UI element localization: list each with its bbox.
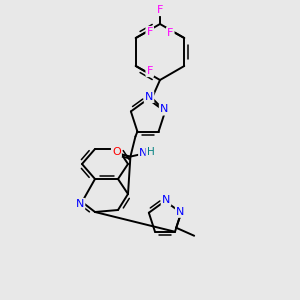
Text: F: F	[157, 5, 163, 15]
Text: N: N	[145, 92, 153, 102]
Text: N: N	[139, 148, 148, 158]
Text: F: F	[167, 28, 173, 38]
Text: N: N	[160, 104, 168, 114]
Text: F: F	[147, 27, 153, 37]
Text: F: F	[147, 66, 153, 76]
Text: N: N	[176, 207, 184, 217]
Text: N: N	[162, 195, 170, 205]
Text: H: H	[146, 147, 154, 157]
Text: N: N	[76, 199, 84, 209]
Text: O: O	[112, 147, 121, 157]
